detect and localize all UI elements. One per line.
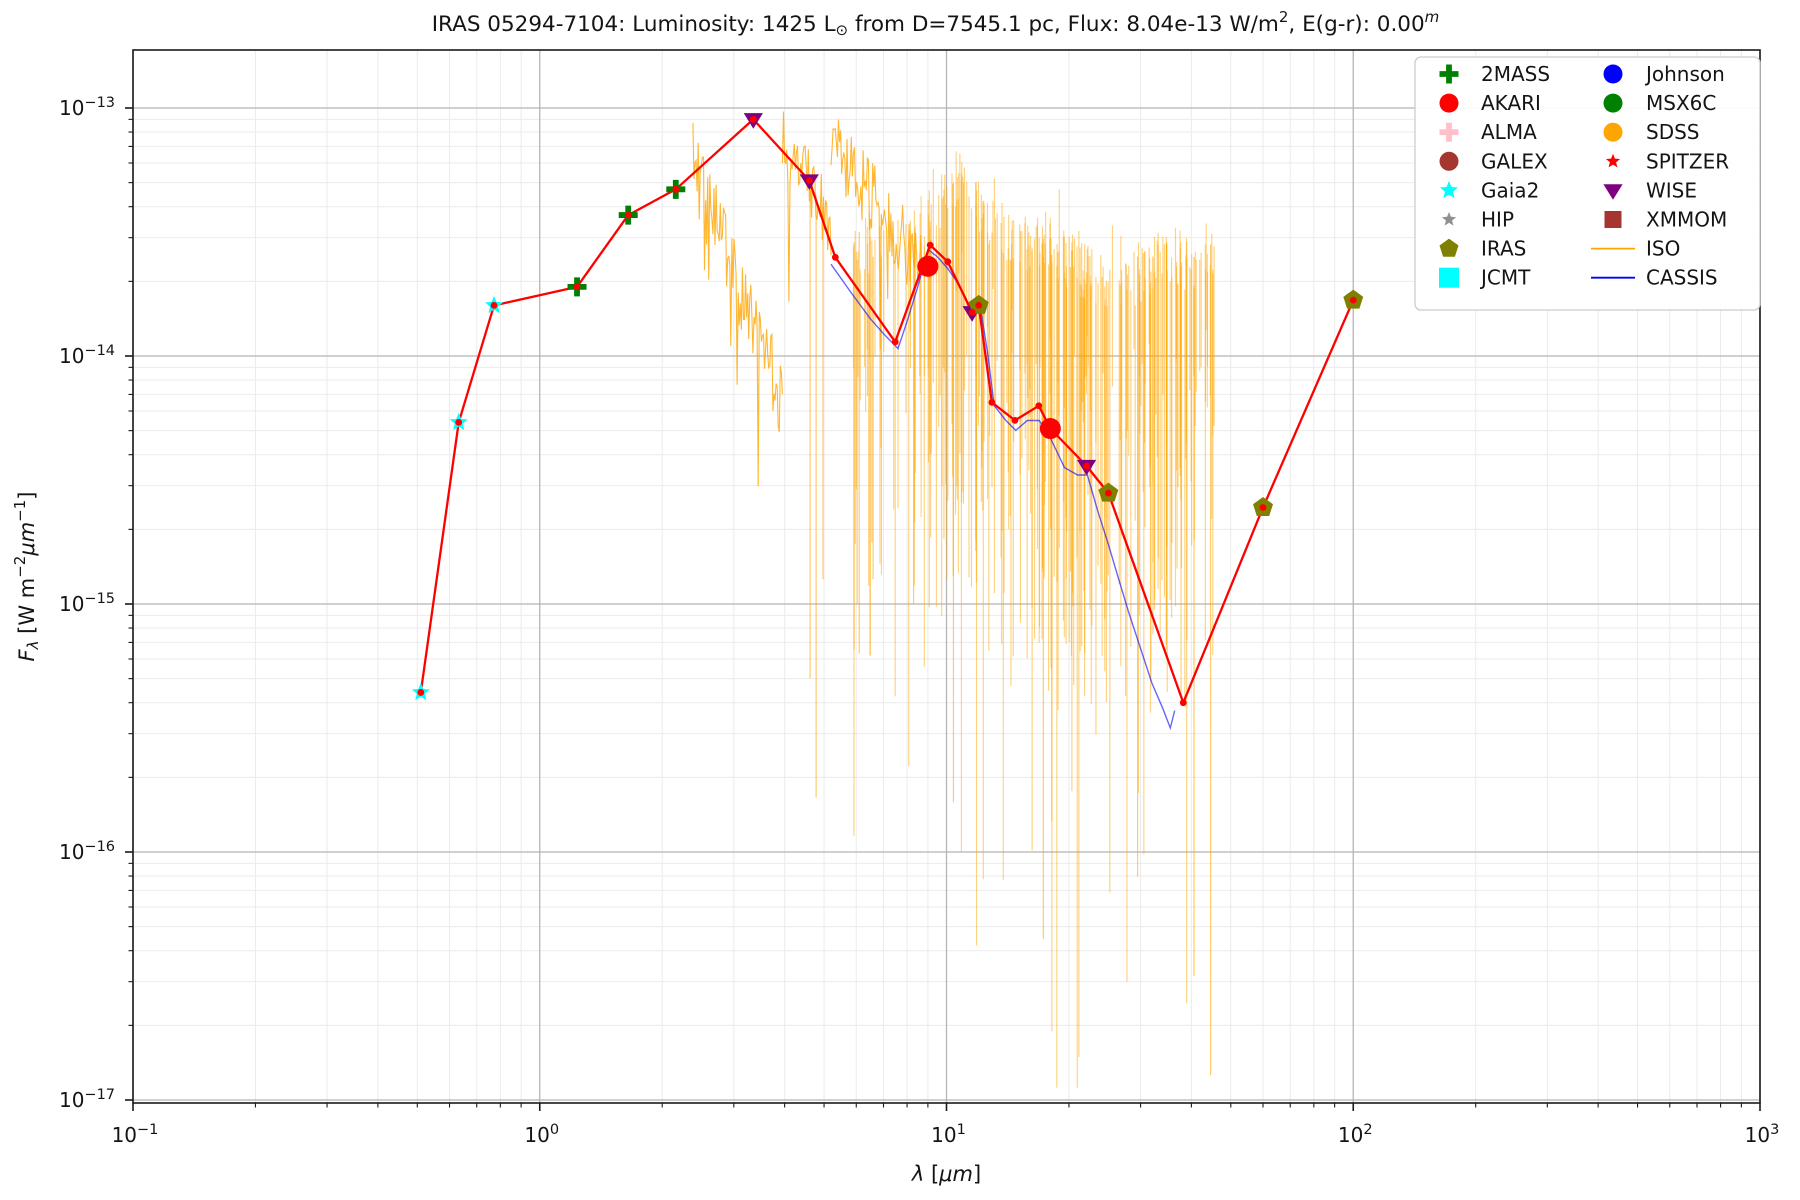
legend-item-2mass: 2MASS [1439,62,1550,86]
tick-labels: 10−1 100 101 102 103 10−13 10−14 10−15 10−16 10−1… [59,95,1779,1147]
legend-label: HIP [1481,208,1514,232]
legend-label: SDSS [1646,120,1700,144]
x-tick-label: 101 [931,1122,966,1147]
legend-label: Johnson [1644,62,1725,86]
x-tick-label: 103 [1745,1122,1780,1147]
x-tick-label: 102 [1338,1122,1373,1147]
y-tick-label: 10−15 [59,591,115,616]
legend-item-alma: ALMA [1439,120,1537,144]
legend-label: CASSIS [1646,266,1718,290]
legend-item-jcmt: JCMT [1439,266,1531,290]
sed-vertex-dots [417,115,1357,707]
legend-label: WISE [1646,178,1697,202]
legend-label: ISO [1646,237,1680,261]
x-tick-label: 10−1 [112,1122,159,1147]
x-axis-label: λ [μm] [911,1162,981,1186]
axis-labels: λ [μm] Fλ [W m−2μm−1] [11,491,981,1186]
legend-item-sdss: SDSS [1603,120,1700,144]
chart-title: IRAS 05294-7104: Luminosity: 1425 L⊙ fro… [432,8,1440,39]
legend-label: GALEX [1481,149,1548,173]
legend-item-iras: IRAS [1439,237,1526,261]
legend-item-wise: WISE [1603,178,1697,202]
legend-item-akari: AKARI [1439,91,1541,115]
legend-label: JCMT [1479,266,1531,290]
legend-item-galex: GALEX [1439,149,1548,173]
legend: 2MASS AKARI ALMA GALEX Gaia2 HIP IRAS JCMT Johns… [1414,56,1761,311]
cassis-spectrum [830,248,1176,731]
x-tick-label: 100 [524,1122,559,1147]
legend-item-spitzer: SPITZER [1605,149,1729,173]
legend-item-johnson: Johnson [1603,62,1725,86]
legend-label: ALMA [1481,120,1537,144]
legend-item-gaia2: Gaia2 [1440,178,1539,202]
iso-spectrum [692,111,1215,1088]
axes [125,49,1761,1111]
legend-label: IRAS [1481,237,1526,261]
y-tick-label: 10−16 [59,839,115,864]
legend-item-msx6c: MSX6C [1603,91,1716,115]
legend-label: AKARI [1481,91,1541,115]
legend-label: MSX6C [1646,91,1716,115]
legend-item-hip: HIP [1441,208,1514,232]
legend-label: 2MASS [1481,62,1550,86]
y-tick-label: 10−17 [59,1087,115,1112]
legend-label: Gaia2 [1481,178,1539,202]
legend-item-xmmom: XMMOM [1604,208,1727,232]
legend-box [1414,56,1761,311]
legend-label: SPITZER [1646,149,1729,173]
title-group: IRAS 05294-7104: Luminosity: 1425 L⊙ fro… [432,8,1440,39]
legend-item-cassis: CASSIS [1591,266,1718,290]
y-tick-label: 10−13 [59,95,115,120]
y-tick-label: 10−14 [59,343,115,368]
y-axis-label: Fλ [W m−2μm−1] [11,491,42,661]
legend-item-iso: ISO [1591,237,1680,261]
akari-point [917,255,939,277]
legend-label: XMMOM [1646,208,1727,232]
